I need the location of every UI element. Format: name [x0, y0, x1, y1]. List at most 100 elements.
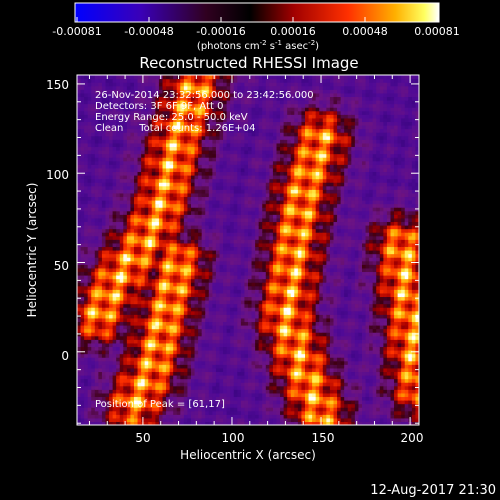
heatmap-cell [101, 332, 107, 337]
heatmap-cell [158, 314, 164, 319]
heatmap-cell [123, 114, 128, 119]
heatmap-cell [158, 300, 164, 305]
heatmap-cell [198, 360, 203, 365]
heatmap-cell [126, 189, 132, 194]
heatmap-cell [91, 107, 96, 112]
heatmap-cell [223, 350, 228, 355]
heatmap-cell [208, 285, 213, 290]
heatmap-cell [166, 157, 171, 162]
heatmap-cell [84, 357, 89, 362]
heatmap-cell [77, 307, 82, 312]
heatmap-cell [158, 310, 164, 315]
heatmap-cell [176, 171, 181, 176]
heatmap-cell [194, 221, 199, 226]
heatmap-cell [233, 160, 238, 165]
heatmap-cell [169, 310, 174, 315]
heatmap-cell [187, 121, 192, 126]
heatmap-cell [169, 232, 174, 237]
heatmap-cell [215, 317, 221, 323]
heatmap-cell [80, 85, 85, 90]
heatmap-cell [251, 78, 256, 83]
heatmap-cell [169, 75, 174, 80]
heatmap-cell [226, 417, 231, 423]
heatmap-cell [240, 267, 246, 273]
heatmap-cell [208, 389, 213, 394]
heatmap-cell [183, 125, 189, 130]
heatmap-cell [180, 178, 185, 183]
heatmap-cell [219, 78, 224, 83]
heatmap-cell [201, 121, 206, 126]
heatmap-cell [134, 267, 139, 273]
heatmap-cell [116, 132, 121, 137]
heatmap-cell [84, 407, 89, 412]
heatmap-cell [87, 357, 92, 362]
heatmap-cell [208, 203, 213, 208]
heatmap-cell [151, 200, 156, 205]
heatmap-cell [134, 321, 139, 326]
heatmap-cell [91, 167, 96, 173]
heatmap-cell [134, 328, 139, 333]
heatmap-cell [126, 300, 132, 305]
heatmap-cell [208, 392, 213, 398]
heatmap-cell [130, 332, 135, 337]
heatmap-cell [155, 185, 160, 190]
heatmap-cell [248, 214, 253, 219]
heatmap-cell [215, 75, 221, 80]
heatmap-cell [155, 214, 160, 219]
heatmap-cell [84, 200, 89, 205]
heatmap-cell [237, 92, 242, 98]
heatmap-cell [87, 392, 92, 398]
heatmap-cell [112, 410, 117, 415]
heatmap-cell [244, 375, 249, 380]
heatmap-cell [126, 235, 132, 240]
heatmap-cell [116, 164, 121, 169]
heatmap-cell [191, 242, 196, 248]
heatmap-cell [215, 289, 221, 294]
heatmap-cell [151, 414, 156, 419]
heatmap-cell [226, 314, 231, 319]
heatmap-cell [151, 278, 156, 283]
heatmap-cell [141, 335, 146, 340]
heatmap-cell [180, 135, 185, 140]
heatmap-cell [119, 121, 124, 126]
heatmap-cell [123, 92, 128, 98]
heatmap-cell [94, 335, 99, 340]
heatmap-cell [240, 196, 246, 201]
heatmap-cell [155, 282, 160, 287]
heatmap-cell [134, 271, 139, 276]
heatmap-cell [137, 196, 142, 201]
heatmap-cell [240, 278, 246, 283]
heatmap-cell [101, 389, 107, 394]
heatmap-cell [123, 185, 128, 190]
heatmap-cell [141, 260, 146, 265]
heatmap-cell [87, 350, 92, 355]
heatmap-cell [248, 146, 253, 151]
heatmap-cell [198, 96, 203, 101]
heatmap-cell [119, 389, 124, 394]
heatmap-cell [151, 264, 156, 269]
colorbar-tick-label: 0.00081 [414, 25, 460, 38]
heatmap-cell [191, 239, 196, 244]
heatmap-cell [173, 410, 178, 415]
heatmap-cell [98, 378, 103, 383]
heatmap-cell [219, 157, 224, 162]
heatmap-cell [141, 250, 146, 255]
heatmap-cell [77, 289, 82, 294]
heatmap-cell [226, 392, 231, 398]
heatmap-cell [91, 160, 96, 165]
heatmap-cell [91, 239, 96, 244]
heatmap-cell [87, 332, 92, 337]
heatmap-cell [109, 185, 114, 190]
heatmap-cell [237, 282, 242, 287]
heatmap-cell [91, 417, 96, 423]
heatmap-cell [215, 264, 221, 269]
heatmap-cell [187, 178, 192, 183]
heatmap-cell [162, 389, 167, 394]
heatmap-cell [173, 317, 178, 323]
heatmap-cell [215, 350, 221, 355]
heatmap-cell [226, 192, 231, 198]
heatmap-cell [101, 110, 107, 115]
heatmap-cell [144, 107, 149, 112]
heatmap-cell [162, 139, 167, 144]
heatmap-cell [144, 332, 149, 337]
